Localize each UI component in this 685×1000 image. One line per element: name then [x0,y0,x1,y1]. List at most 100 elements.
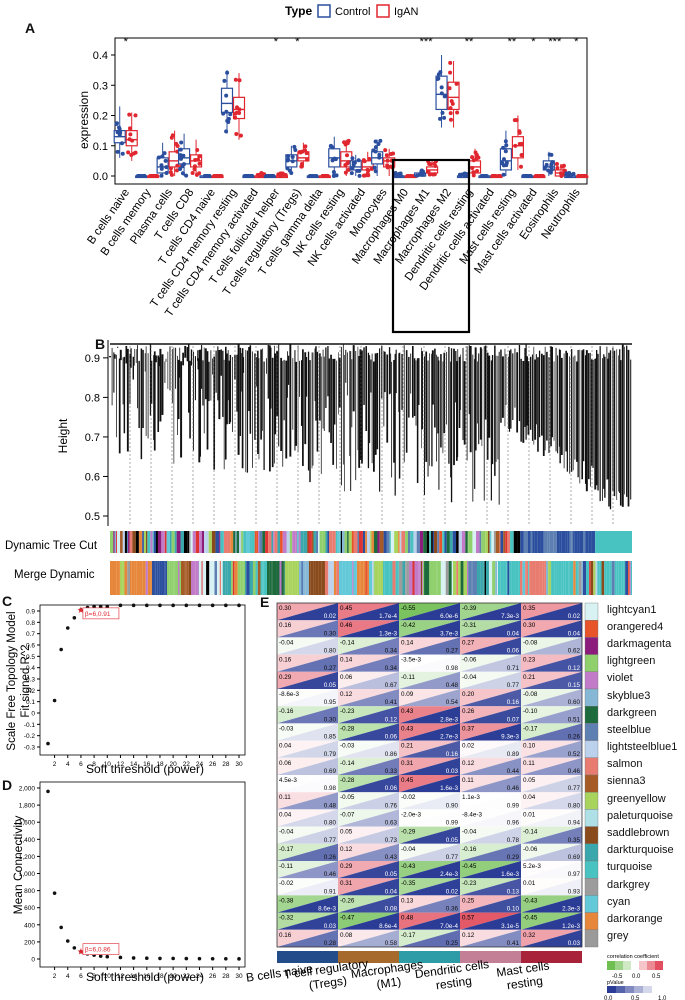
merge-color [414,561,416,595]
merge-color [267,561,270,595]
merge-color [554,561,557,595]
pval-value: 0.73 [385,837,398,844]
merge-color [595,561,598,595]
box-point [328,143,333,148]
merge-color [601,561,605,595]
pval-value: 0.12 [385,716,398,723]
module-name: violet [586,670,684,687]
tree-cut-color [347,531,349,553]
merge-color [262,561,264,595]
corr-value: 0.11 [279,794,291,801]
pval-value: 0.34 [385,665,398,672]
corr-triangle [460,689,521,707]
box-point [440,110,445,115]
merge-color [231,561,233,595]
merge-color [429,561,431,595]
merge-color [369,561,373,595]
x-tick-label: 4 [66,761,70,768]
pval-triangle [399,843,460,861]
merge-color [188,561,191,595]
merge-color [548,561,552,595]
tree-cut-color [444,531,447,553]
merge-color [336,561,339,595]
tree-cut-color [195,531,200,553]
pval-value: 0.69 [568,854,581,861]
data-point [65,626,70,630]
merge-color [422,561,423,595]
box-point [442,115,447,120]
merge-color [456,561,459,595]
tree-cut-color [256,531,259,553]
tree-cut-color [577,531,580,553]
pval-value: 0.80 [568,802,581,809]
box-point [164,171,169,176]
data-point [224,956,228,961]
pval-value: 0.48 [446,682,459,689]
corr-value: -0.03 [279,725,294,732]
box-point [547,152,552,157]
corr-triangle [460,861,521,879]
pval-triangle [399,895,460,913]
merge-color [451,561,453,595]
pval-value: 0.02 [324,613,337,620]
box-point [119,141,124,146]
pval-triangle [521,654,582,672]
y-tick-label: 0.3 [93,80,108,92]
pval-value: 0.80 [324,648,337,655]
merge-color [589,561,591,595]
y-tick-label: 0.4 [93,50,108,62]
tree-cut-color [543,531,548,553]
merge-color [507,561,510,595]
tree-cut-color [407,531,411,553]
merge-color [412,561,415,595]
box-point [192,167,197,172]
merge-color [279,561,282,595]
merge-color [630,561,632,595]
data-point [52,891,57,895]
module-name: darkturquoise [586,842,684,859]
merge-color [430,561,434,595]
corr-value: -0.39 [462,605,477,612]
box-point [181,153,186,158]
panel-label-a: A [25,20,36,36]
tree-cut-color [199,531,202,553]
merge-color [561,561,564,595]
box-point [356,158,361,163]
pval-triangle [277,757,338,775]
pval-triangle [521,912,582,930]
box-point [378,138,383,143]
panel-c-ylabel-1: Scale Free Topology Model [6,611,18,750]
tree-cut-color [254,531,257,553]
pval-triangle [338,654,399,672]
merge-color [324,561,325,595]
pval-value: 0.71 [507,665,520,672]
tree-cut-color [174,531,177,553]
pval-triangle [338,706,399,724]
merge-color [618,561,622,595]
corr-value: -0.14 [523,829,538,836]
merge-color [621,561,624,595]
box-point [250,174,255,178]
merge-color [365,561,368,595]
y-tick-label: -0.3 [24,745,36,752]
legend-igan-swatch [376,4,390,18]
tree-cut-color [439,531,443,553]
merge-color [565,561,569,595]
corr-value: -0.11 [279,863,293,870]
tree-cut-color [461,531,466,553]
x-tick-label: 2 [53,973,57,980]
annotation-box [82,943,120,955]
tree-cut-color [452,531,457,553]
pval-value: 0.34 [385,648,398,655]
pval-value: 0.52 [568,751,581,758]
corr-triangle [521,878,582,896]
tree-cut-color [335,531,338,553]
merge-color [518,561,520,595]
data-point [144,603,149,608]
box-point [286,154,291,159]
tree-cut-color [507,531,511,553]
pval-value: 0.77 [446,854,459,861]
corr-value: 0.57 [462,915,475,922]
box-point [233,115,238,120]
module-name: sienna3 [586,773,684,790]
